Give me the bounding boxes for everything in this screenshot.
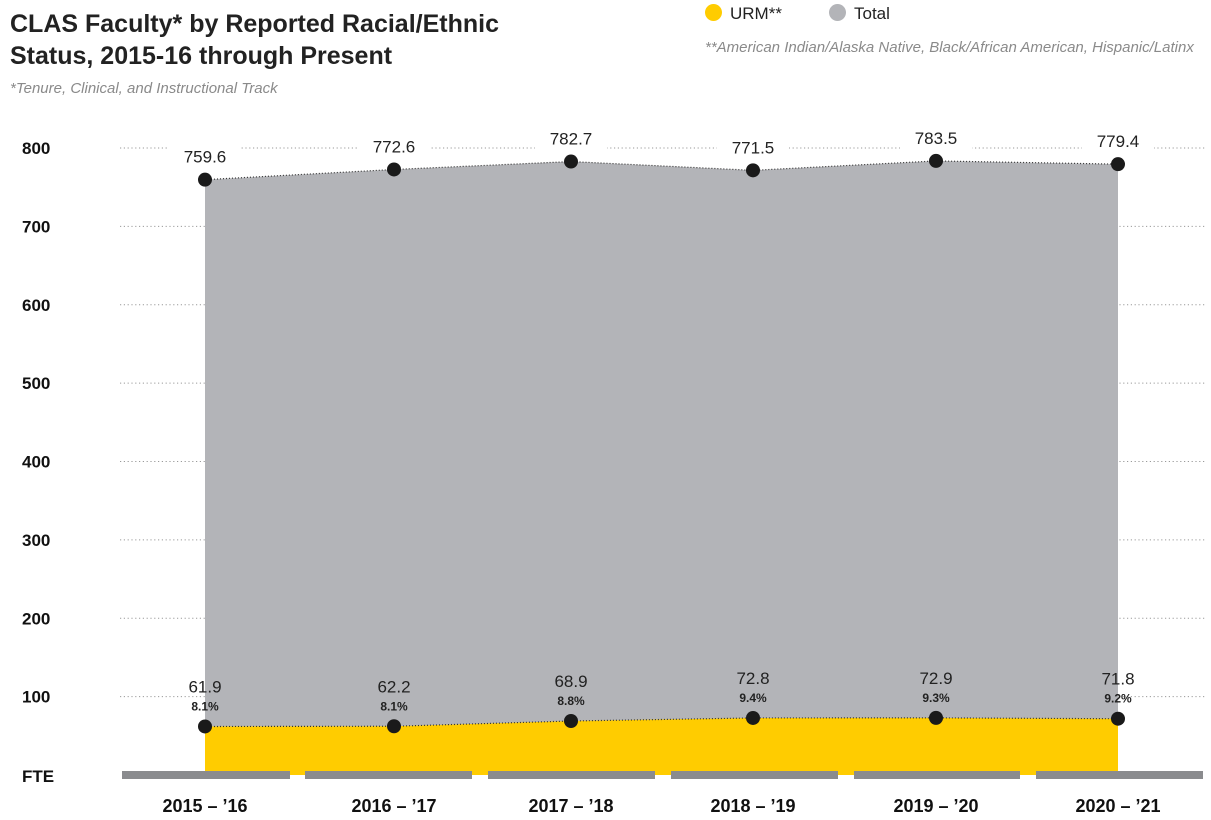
total-point xyxy=(564,154,578,169)
total-label-mask xyxy=(535,123,607,150)
total-value-label: 772.6 xyxy=(373,137,416,156)
total-point xyxy=(929,153,943,168)
baseline-segment xyxy=(488,771,655,779)
urm-point xyxy=(929,710,943,725)
urm-value-label: 72.8 xyxy=(736,669,769,688)
urm-point xyxy=(1111,711,1125,726)
urm-value-label: 72.9 xyxy=(919,669,952,688)
total-area xyxy=(205,160,1118,775)
urm-percent-label: 9.4% xyxy=(739,691,767,705)
baseline-segment xyxy=(854,771,1020,779)
y-tick-label: 200 xyxy=(22,609,50,628)
legend-label-total: Total xyxy=(854,4,890,23)
y-tick-label: 400 xyxy=(22,453,50,472)
total-point xyxy=(746,163,760,178)
total-line xyxy=(204,160,1119,181)
baseline-segment xyxy=(1036,771,1203,779)
chart-title: CLAS Faculty* by Reported Racial/Ethnic … xyxy=(10,10,499,70)
urm-point xyxy=(746,710,760,725)
total-label-mask xyxy=(1082,126,1154,153)
x-category-label: 2015 – ’16 xyxy=(162,796,247,816)
total-label-mask xyxy=(900,122,972,149)
total-value-label: 779.4 xyxy=(1097,132,1140,151)
urm-point xyxy=(198,719,212,734)
urm-value-label: 61.9 xyxy=(188,677,221,696)
total-point xyxy=(1111,157,1125,172)
x-category-label: 2020 – ’21 xyxy=(1075,796,1160,816)
total-label-mask xyxy=(717,132,789,159)
x-category-label: 2017 – ’18 xyxy=(528,796,613,816)
x-category-label: 2019 – ’20 xyxy=(893,796,978,816)
urm-value-label: 71.8 xyxy=(1101,670,1134,689)
total-value-label: 759.6 xyxy=(184,148,227,167)
total-point xyxy=(198,172,212,187)
urm-area xyxy=(205,717,1118,775)
y-tick-label: 800 xyxy=(22,139,50,158)
legend-footnote: **American Indian/Alaska Native, Black/A… xyxy=(705,39,1194,56)
baseline-segment xyxy=(122,771,290,779)
chart-subtitle: *Tenure, Clinical, and Instructional Tra… xyxy=(10,80,278,97)
urm-percent-label: 8.8% xyxy=(557,694,585,708)
urm-percent-label: 8.1% xyxy=(191,699,219,713)
total-value-label: 771.5 xyxy=(732,138,775,157)
legend-swatch-total xyxy=(829,4,846,21)
total-label-mask xyxy=(358,131,430,158)
y-tick-label: 700 xyxy=(22,217,50,236)
legend-item-urm: URM** xyxy=(705,4,782,24)
total-value-label: 782.7 xyxy=(550,130,593,149)
urm-percent-label: 9.3% xyxy=(922,691,950,705)
legend-label-urm: URM** xyxy=(730,4,782,23)
legend-item-total: Total xyxy=(829,4,890,24)
urm-percent-label: 9.2% xyxy=(1104,692,1132,706)
y-axis-label: FTE xyxy=(22,767,54,786)
y-tick-label: 300 xyxy=(22,531,50,550)
x-category-label: 2018 – ’19 xyxy=(710,796,795,816)
urm-point xyxy=(564,713,578,728)
urm-percent-label: 8.1% xyxy=(380,699,408,713)
baseline-segment xyxy=(305,771,472,779)
legend-swatch-urm xyxy=(705,4,722,21)
y-tick-label: 500 xyxy=(22,374,50,393)
total-point xyxy=(387,162,401,177)
x-category-label: 2016 – ’17 xyxy=(351,796,436,816)
baseline-segment xyxy=(671,771,838,779)
y-tick-label: 600 xyxy=(22,296,50,315)
urm-value-label: 62.2 xyxy=(377,677,410,696)
total-label-mask xyxy=(169,141,241,168)
urm-value-label: 68.9 xyxy=(554,672,587,691)
y-tick-label: 100 xyxy=(22,688,50,707)
urm-point xyxy=(387,719,401,734)
total-value-label: 783.5 xyxy=(915,129,958,148)
